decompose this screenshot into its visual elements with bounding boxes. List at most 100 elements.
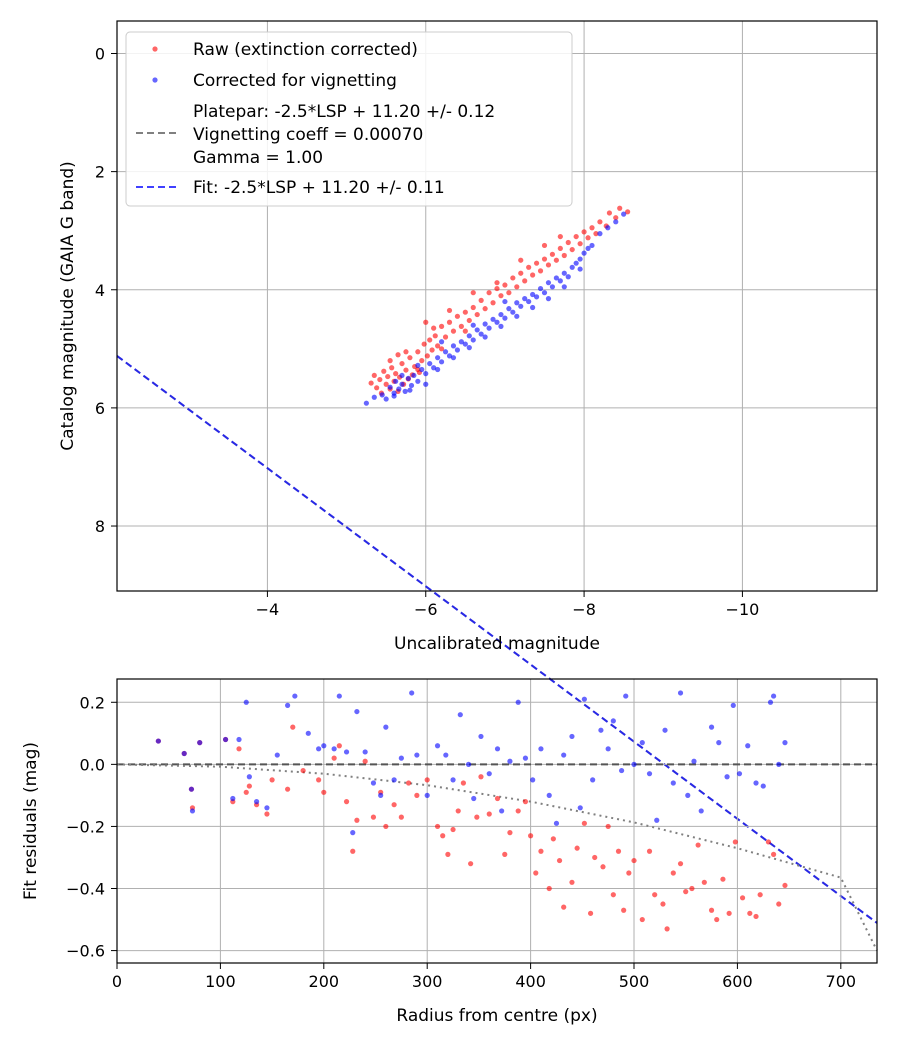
bottom-point: [569, 879, 575, 885]
top-point: [442, 334, 449, 340]
bottom-point: [486, 811, 492, 817]
bottom-point: [468, 861, 474, 867]
top-point: [541, 256, 548, 262]
top-point: [606, 210, 613, 216]
top-point: [391, 393, 397, 399]
bottom-point: [522, 755, 529, 761]
top-point: [557, 278, 563, 284]
top-ticks: −4 −6 −8 −10 0 2 4 6 8: [95, 44, 759, 619]
top-point: [432, 333, 438, 339]
top-point: [613, 219, 619, 225]
top-point: [385, 373, 391, 380]
bottom-point: [457, 712, 463, 718]
top-point: [530, 291, 536, 298]
bottom-point: [434, 823, 441, 830]
top-point: [486, 325, 492, 331]
top-point: [438, 339, 445, 345]
top-point: [502, 315, 508, 321]
top-point: [424, 353, 430, 359]
bottom-point: [292, 693, 298, 699]
bottom-point: [440, 833, 446, 839]
top-point: [466, 345, 472, 351]
legend-label-corrected: Corrected for vignetting: [193, 71, 397, 91]
bottom-point: [677, 690, 684, 696]
top-point: [545, 280, 552, 286]
bottom-point: [538, 746, 544, 752]
top-point: [371, 372, 377, 379]
top-point: [454, 313, 461, 319]
bottom-y-axis-label: Fit residuals (mag): [21, 742, 41, 900]
top-point: [518, 257, 524, 263]
bottom-point: [269, 777, 275, 783]
top-y-axis-label: Catalog magnitude (GAIA G band): [58, 161, 78, 451]
top-point: [423, 319, 429, 325]
bottom-point: [499, 808, 505, 814]
bottom-point: [236, 736, 242, 743]
top-point: [530, 272, 536, 278]
bottom-point: [236, 746, 242, 752]
bottom-point: [695, 842, 701, 848]
bottom-point: [569, 733, 575, 740]
top-point: [368, 380, 374, 386]
top-point: [423, 371, 429, 377]
bottom-point: [598, 727, 604, 733]
bottom-point: [350, 830, 356, 836]
bottom-point: [246, 783, 252, 789]
bottom-point: [724, 774, 730, 780]
bottom-point: [414, 752, 420, 758]
top-point: [589, 242, 595, 249]
bottom-point: [561, 752, 567, 758]
bottom-point: [391, 777, 397, 783]
top-point: [597, 231, 603, 237]
top-point: [435, 366, 441, 373]
bottom-point: [243, 789, 249, 795]
top-point: [490, 300, 496, 306]
legend-label-platepar-line1: Platepar: -2.5*LSP + 11.20 +/- 0.12: [193, 102, 495, 122]
bottom-point: [336, 743, 342, 749]
bottom-point: [354, 708, 360, 715]
top-series-0: [368, 205, 631, 396]
bottom-point: [747, 910, 753, 916]
bottom-point: [383, 724, 389, 730]
bottom-point: [316, 746, 322, 752]
top-point: [470, 322, 476, 328]
top-point: [522, 296, 528, 302]
top-point: [415, 362, 421, 368]
top-point: [446, 319, 453, 325]
bottom-point: [683, 889, 689, 895]
top-point: [553, 257, 559, 263]
bottom-point: [776, 901, 782, 907]
bottom-point: [443, 752, 449, 758]
top-point: [569, 264, 575, 270]
top-x-tick-label: −10: [726, 600, 760, 619]
bottom-point: [581, 820, 587, 826]
legend-label-platepar-line2: Vignetting coeff = 0.00070: [193, 125, 423, 145]
bottom-point: [370, 780, 377, 786]
top-point: [621, 211, 627, 217]
top-point: [506, 290, 512, 296]
bottom-point: [343, 799, 350, 805]
bottom-point: [230, 795, 236, 802]
top-point: [421, 341, 427, 347]
top-point: [446, 307, 453, 314]
top-point: [393, 371, 399, 377]
top-point: [561, 270, 567, 276]
bottom-point: [398, 755, 404, 761]
top-point: [510, 309, 516, 315]
top-point: [438, 346, 445, 352]
top-point: [494, 285, 500, 292]
bottom-point: [350, 848, 356, 854]
bottom-point: [155, 738, 161, 744]
bottom-point: [556, 857, 563, 864]
bottom-series-1: [155, 690, 788, 836]
legend-marker-corrected: [152, 77, 158, 83]
bottom-point: [305, 730, 311, 736]
bottom-point: [553, 820, 560, 826]
bottom-point: [720, 876, 726, 882]
top-y-tick-label: 2: [95, 163, 105, 182]
bottom-point: [610, 892, 616, 898]
bottom-point: [660, 901, 666, 907]
bottom-x-tick-label: 700: [826, 972, 857, 991]
top-point: [399, 381, 405, 387]
bottom-point: [631, 857, 637, 864]
